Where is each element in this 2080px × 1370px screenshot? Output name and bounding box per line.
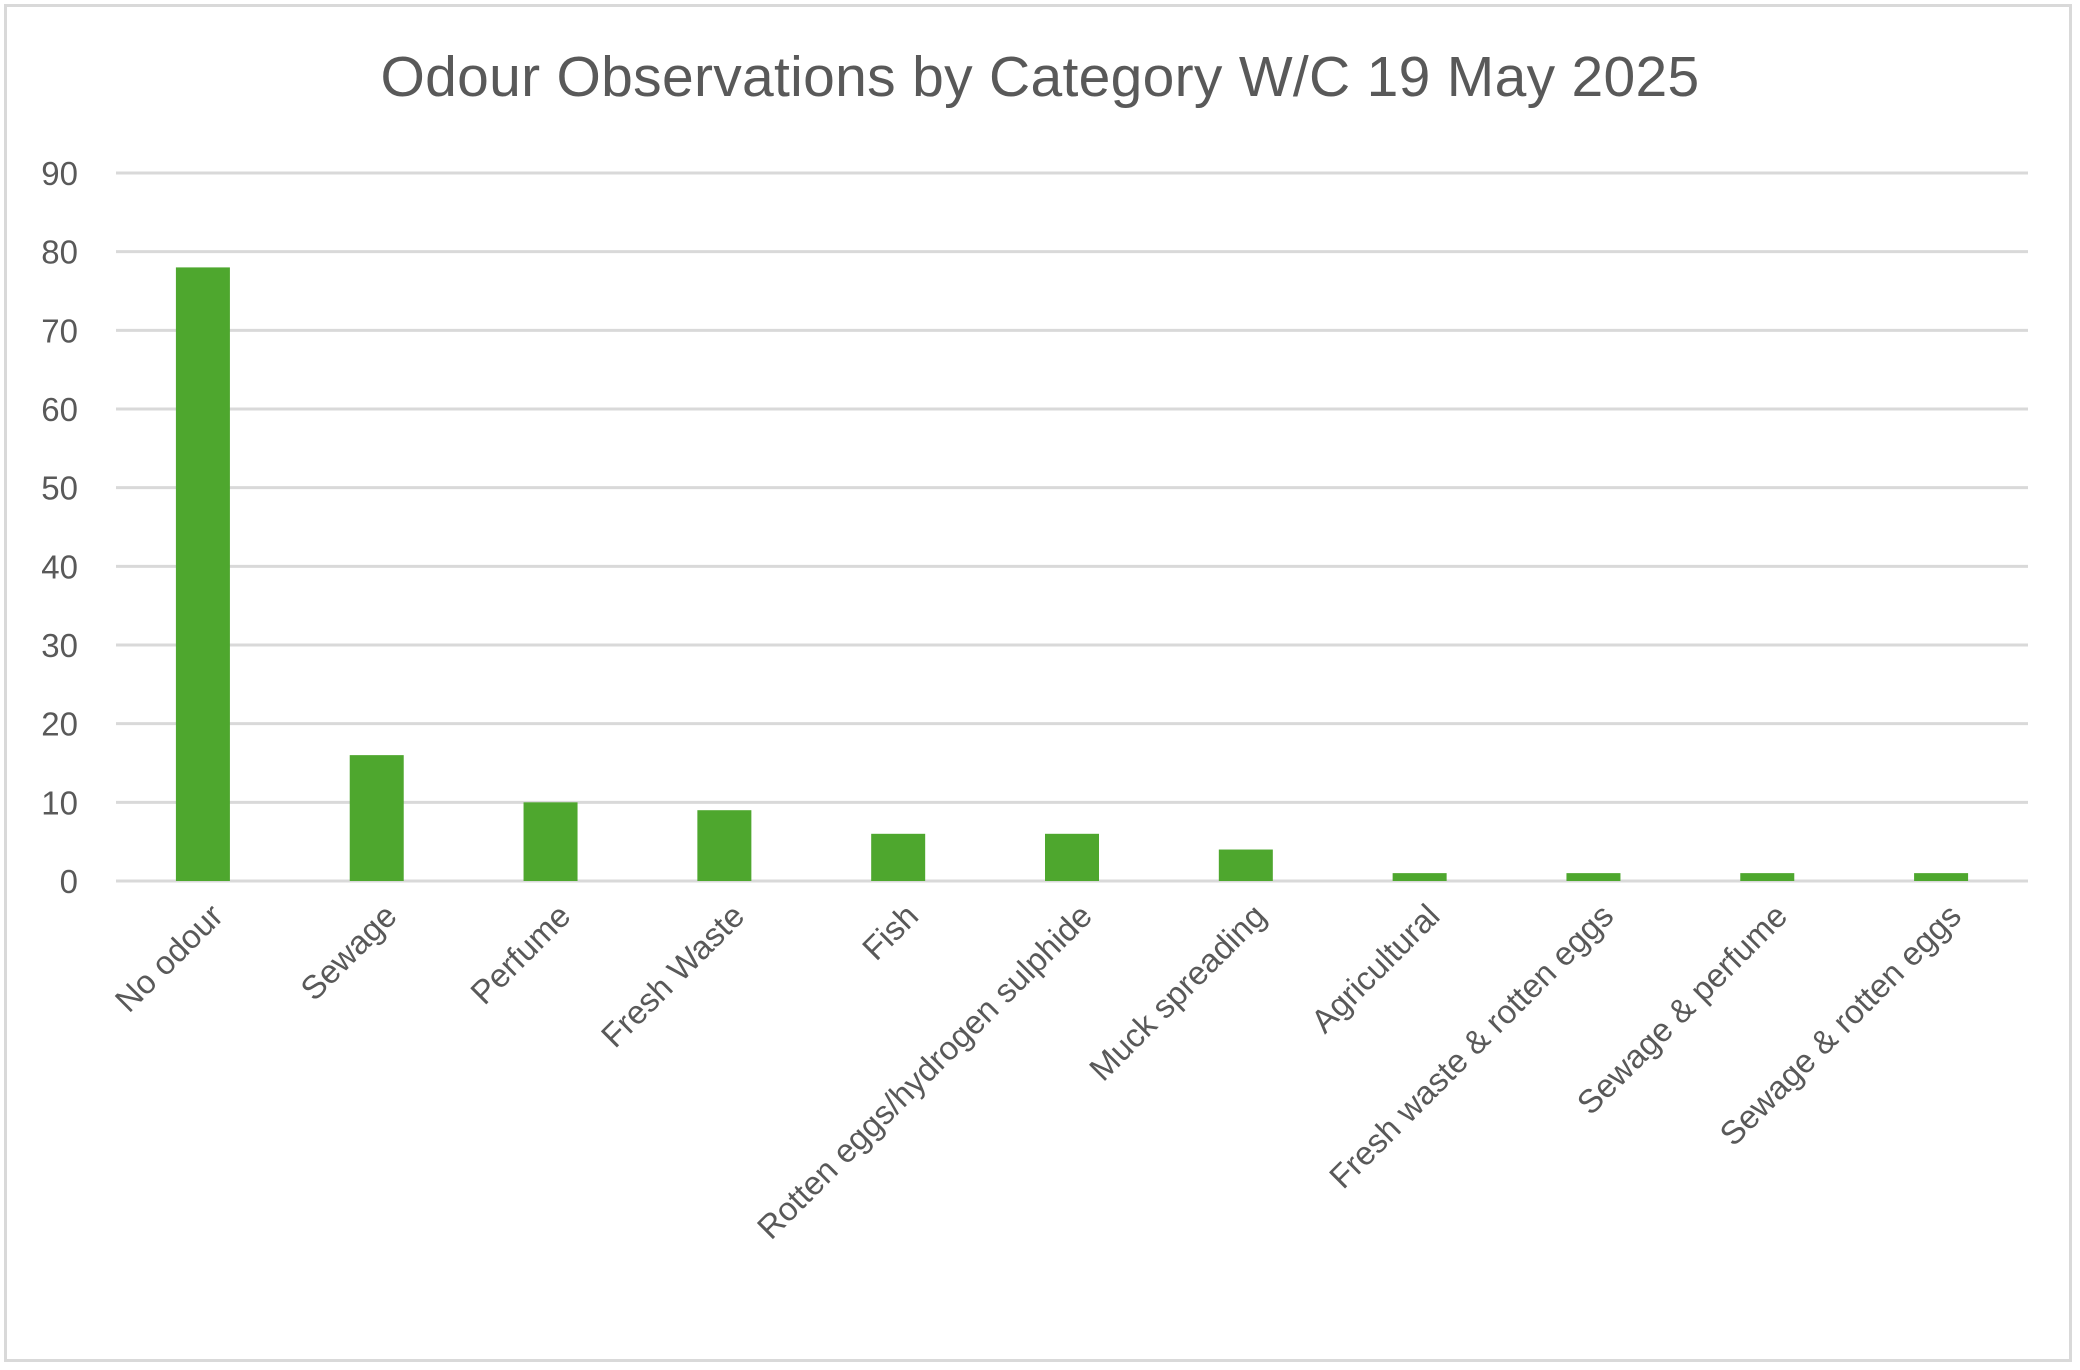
bar: [1914, 873, 1969, 881]
x-category-label: Rotten eggs/hydrogen sulphide: [750, 897, 1099, 1246]
bar: [697, 810, 752, 881]
chart-frame: [4, 4, 2072, 1362]
x-category-label: Agricultural: [1304, 897, 1447, 1040]
y-tick-label: 20: [41, 706, 78, 743]
y-axis-tick-labels: 0 10 20 30 40 50 60 70 80 90: [41, 155, 78, 900]
x-category-label: Fresh Waste: [594, 897, 752, 1055]
y-tick-label: 0: [60, 863, 78, 900]
bar: [1566, 873, 1621, 881]
y-tick-label: 50: [41, 470, 78, 507]
bar: [349, 755, 404, 881]
bar: [1045, 833, 1099, 881]
chart-title: Odour Observations by Category W/C 19 Ma…: [380, 45, 1700, 109]
x-category-label: Fresh waste & rotten eggs: [1322, 897, 1621, 1196]
x-category-label: No odour: [108, 897, 230, 1019]
y-tick-label: 60: [41, 391, 78, 428]
x-axis-category-labels: No odour Sewage Perfume Fresh Waste FishRott…: [108, 897, 1968, 1246]
gridlines: [116, 171, 2028, 883]
bar: [175, 267, 230, 881]
bar: [871, 833, 926, 881]
x-category-label: Muck spreading: [1082, 897, 1273, 1088]
y-tick-label: 10: [41, 784, 78, 821]
x-category-label: Perfume: [463, 897, 577, 1011]
bar: [1392, 873, 1447, 881]
y-tick-label: 40: [41, 548, 78, 585]
bar: [523, 802, 578, 881]
x-category-label: Fish: [855, 897, 925, 967]
bars: [175, 267, 1969, 881]
bar: [1740, 873, 1795, 881]
y-tick-label: 30: [41, 627, 78, 664]
y-tick-label: 80: [41, 234, 78, 271]
y-tick-label: 70: [41, 312, 78, 349]
y-tick-label: 90: [41, 155, 78, 192]
bar: [1218, 849, 1273, 881]
x-category-label: Sewage: [293, 897, 403, 1007]
